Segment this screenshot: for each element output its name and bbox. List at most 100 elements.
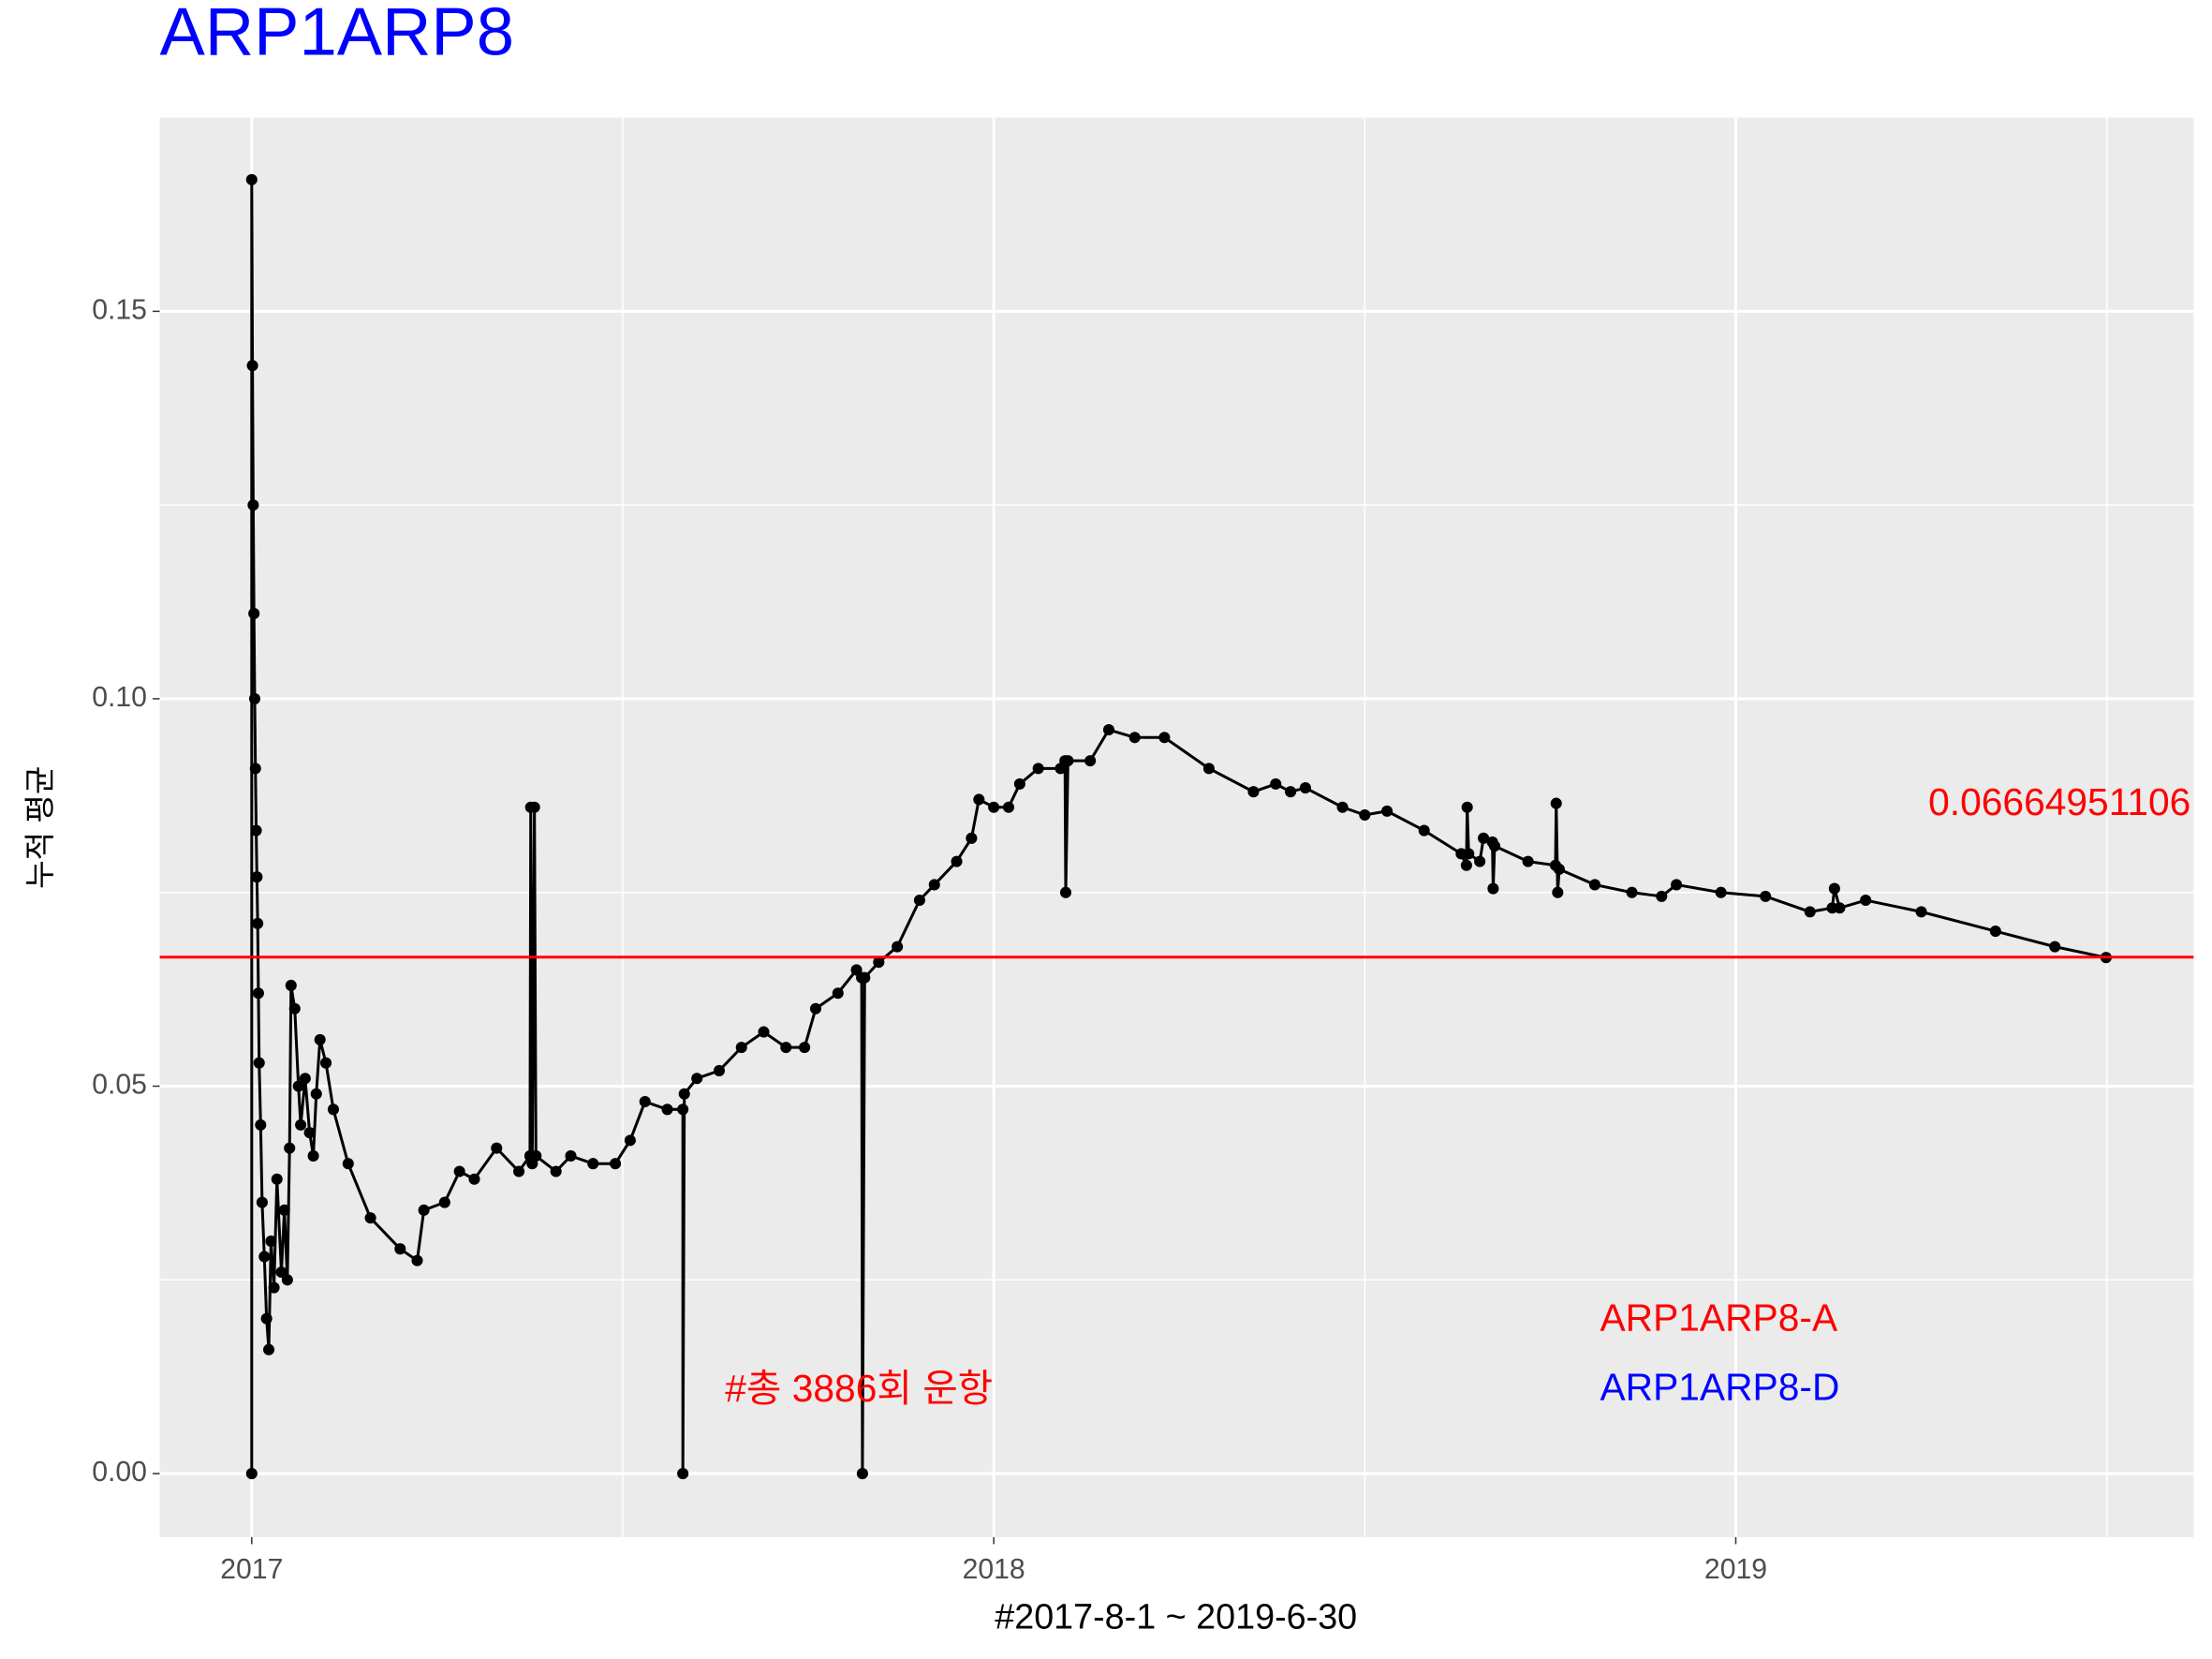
annotation: ARP1ARP8-D bbox=[1600, 1366, 1839, 1409]
data-point bbox=[1588, 879, 1600, 891]
chart-title: ARP1ARP8 bbox=[160, 0, 514, 70]
annotation: #총 3886회 운항 bbox=[725, 1367, 993, 1410]
data-point bbox=[1804, 906, 1816, 918]
data-point bbox=[1553, 863, 1565, 875]
data-point bbox=[1550, 797, 1562, 809]
data-point bbox=[1487, 882, 1499, 895]
y-axis-label: 누적 평균 bbox=[23, 766, 58, 889]
reference-value-label: 0.06664951106 bbox=[1928, 780, 2190, 823]
data-point bbox=[859, 971, 871, 984]
data-point bbox=[513, 1165, 525, 1178]
data-point bbox=[1488, 840, 1501, 852]
data-point bbox=[275, 1266, 288, 1279]
data-point bbox=[468, 1173, 480, 1185]
data-point bbox=[1478, 832, 1490, 844]
data-point bbox=[691, 1073, 703, 1085]
data-point bbox=[973, 793, 985, 806]
x-tick-label: 2017 bbox=[220, 1554, 283, 1585]
x-tick-label: 2019 bbox=[1704, 1554, 1767, 1585]
data-point bbox=[262, 1343, 275, 1355]
data-point bbox=[260, 1312, 273, 1325]
data-point bbox=[1299, 782, 1311, 794]
data-point bbox=[1860, 894, 1872, 907]
data-point bbox=[295, 1118, 307, 1131]
data-point bbox=[255, 1118, 267, 1131]
data-point bbox=[1834, 902, 1846, 914]
data-point bbox=[281, 1274, 293, 1286]
data-point bbox=[285, 979, 297, 992]
data-point bbox=[677, 1468, 689, 1480]
data-point bbox=[892, 941, 904, 953]
data-point bbox=[809, 1002, 822, 1015]
data-point bbox=[1626, 886, 1638, 898]
data-point bbox=[418, 1204, 430, 1216]
data-point bbox=[1671, 879, 1683, 891]
data-point bbox=[1062, 755, 1074, 767]
data-point bbox=[288, 1002, 301, 1015]
y-tick-label: 0.15 bbox=[92, 294, 147, 325]
data-point bbox=[1247, 786, 1260, 798]
data-point bbox=[278, 1204, 290, 1216]
data-point bbox=[1158, 732, 1171, 744]
data-point bbox=[1013, 778, 1025, 790]
data-point bbox=[307, 1149, 319, 1162]
data-point bbox=[249, 763, 261, 775]
data-point bbox=[1418, 824, 1430, 837]
data-point bbox=[1128, 732, 1141, 744]
data-point bbox=[1285, 786, 1297, 798]
data-point bbox=[247, 499, 259, 511]
data-point bbox=[364, 1212, 376, 1224]
data-point bbox=[856, 1468, 868, 1480]
data-point bbox=[245, 173, 258, 185]
data-point bbox=[271, 1173, 283, 1185]
data-point bbox=[252, 987, 264, 1000]
data-point bbox=[248, 607, 260, 619]
data-point bbox=[1336, 801, 1349, 813]
data-point bbox=[327, 1104, 339, 1116]
data-point bbox=[1381, 805, 1394, 817]
data-point bbox=[303, 1127, 316, 1139]
data-point bbox=[639, 1096, 651, 1108]
data-point bbox=[342, 1158, 354, 1170]
data-point bbox=[252, 917, 264, 929]
data-point bbox=[258, 1251, 271, 1263]
data-point bbox=[314, 1033, 326, 1045]
data-point bbox=[1474, 855, 1486, 867]
data-point bbox=[1032, 763, 1044, 775]
data-point bbox=[1270, 778, 1282, 790]
data-point bbox=[758, 1026, 770, 1038]
data-point bbox=[1463, 848, 1475, 860]
data-point bbox=[284, 1142, 296, 1154]
data-point bbox=[528, 801, 540, 813]
data-point bbox=[780, 1042, 792, 1054]
data-point bbox=[735, 1042, 747, 1054]
data-point bbox=[1656, 890, 1668, 902]
data-point bbox=[245, 1468, 258, 1480]
data-point bbox=[1461, 801, 1473, 813]
data-point bbox=[565, 1149, 577, 1162]
data-point bbox=[913, 894, 925, 907]
data-point bbox=[832, 987, 844, 1000]
data-point bbox=[610, 1158, 622, 1170]
data-point bbox=[394, 1243, 406, 1255]
data-point bbox=[678, 1088, 690, 1100]
data-point bbox=[256, 1196, 268, 1208]
data-point bbox=[411, 1254, 423, 1266]
data-point bbox=[550, 1165, 562, 1178]
data-point bbox=[438, 1196, 450, 1208]
data-point bbox=[250, 824, 262, 837]
y-tick-label: 0.10 bbox=[92, 682, 147, 713]
data-point bbox=[310, 1088, 322, 1100]
data-point bbox=[988, 801, 1000, 813]
data-point bbox=[1002, 801, 1015, 813]
data-point bbox=[624, 1134, 636, 1147]
y-tick-label: 0.00 bbox=[92, 1457, 147, 1488]
annotation: ARP1ARP8-A bbox=[1600, 1296, 1837, 1340]
data-point bbox=[251, 871, 263, 883]
data-point bbox=[530, 1149, 542, 1162]
data-point bbox=[1915, 906, 1927, 918]
data-point bbox=[713, 1064, 726, 1076]
data-point bbox=[661, 1104, 673, 1116]
data-point bbox=[2049, 941, 2061, 953]
